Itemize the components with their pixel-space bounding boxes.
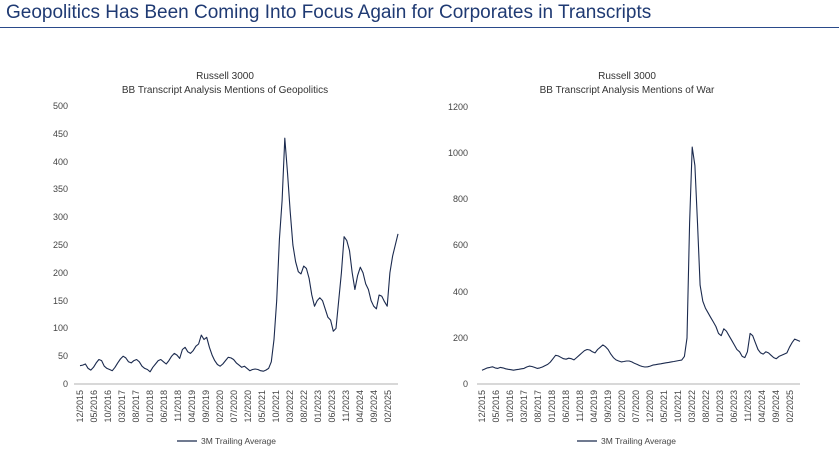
x-tick-label: 12/2020 xyxy=(645,390,655,423)
y-tick-labels: 0 200 400 600 800 1000 1200 xyxy=(448,102,468,389)
x-tick-label: 08/2017 xyxy=(131,390,141,423)
page-title: Geopolitics Has Been Coming Into Focus A… xyxy=(6,2,652,23)
x-tick-label: 07/2020 xyxy=(229,390,239,423)
x-tick-label: 09/2019 xyxy=(201,390,211,423)
x-tick-label: 05/2021 xyxy=(257,390,267,423)
x-tick-label: 01/2018 xyxy=(145,390,155,423)
x-tick-label: 09/2019 xyxy=(603,390,613,423)
y-tick-label: 350 xyxy=(53,184,68,194)
y-tick-label: 0 xyxy=(463,379,468,389)
legend-label: 3M Trailing Average xyxy=(201,436,276,446)
x-tick-label: 01/2018 xyxy=(547,390,557,423)
x-tick-label: 06/2018 xyxy=(159,390,169,423)
x-tick-label: 05/2016 xyxy=(89,390,99,423)
x-tick-label: 11/2018 xyxy=(575,390,585,422)
y-tick-label: 1000 xyxy=(448,148,468,158)
title-divider xyxy=(0,27,839,28)
x-tick-label: 05/2016 xyxy=(491,390,501,423)
y-tick-label: 400 xyxy=(53,157,68,167)
chart-subtitle: BB Transcript Analysis Mentions of Geopo… xyxy=(122,85,328,96)
x-tick-label: 12/2015 xyxy=(477,390,487,423)
x-tick-label: 02/2025 xyxy=(383,390,393,423)
chart-title: Russell 3000 xyxy=(598,71,656,82)
y-tick-label: 0 xyxy=(63,379,68,389)
y-tick-label: 500 xyxy=(53,101,68,111)
x-tick-label: 03/2022 xyxy=(687,390,697,423)
x-tick-label: 08/2022 xyxy=(701,390,711,423)
x-tick-label: 06/2023 xyxy=(729,390,739,423)
y-tick-labels: 0 50 100 150 200 250 300 350 400 450 500 xyxy=(53,101,68,389)
series-line-war xyxy=(481,146,801,371)
y-tick-label: 600 xyxy=(453,240,468,250)
x-tick-label: 05/2021 xyxy=(659,390,669,423)
legend: 3M Trailing Average xyxy=(577,436,676,446)
y-tick-label: 250 xyxy=(53,240,68,250)
x-tick-label: 10/2016 xyxy=(103,390,113,423)
x-tick-label: 02/2020 xyxy=(617,390,627,423)
y-tick-label: 1200 xyxy=(448,102,468,112)
x-tick-label: 10/2021 xyxy=(673,390,683,423)
x-tick-label: 04/2019 xyxy=(589,390,599,423)
x-tick-label: 04/2024 xyxy=(355,390,365,423)
y-tick-label: 200 xyxy=(453,333,468,343)
chart-subtitle: BB Transcript Analysis Mentions of War xyxy=(540,85,715,96)
x-tick-label: 10/2021 xyxy=(271,390,281,423)
y-tick-label: 50 xyxy=(58,351,68,361)
x-tick-label: 11/2023 xyxy=(341,390,351,422)
x-tick-label: 03/2017 xyxy=(117,390,127,423)
x-tick-labels: 12/2015 05/2016 10/2016 03/2017 08/2017 … xyxy=(75,390,393,423)
x-tick-label: 01/2023 xyxy=(313,390,323,423)
x-tick-label: 04/2024 xyxy=(757,390,767,423)
chart-title: Russell 3000 xyxy=(196,71,254,82)
x-tick-label: 09/2024 xyxy=(369,390,379,423)
y-tick-label: 100 xyxy=(53,323,68,333)
x-tick-label: 02/2025 xyxy=(785,390,795,423)
legend: 3M Trailing Average xyxy=(177,436,276,446)
x-tick-label: 02/2020 xyxy=(215,390,225,423)
x-tick-label: 03/2017 xyxy=(519,390,529,423)
x-tick-label: 06/2018 xyxy=(561,390,571,423)
x-tick-label: 08/2022 xyxy=(299,390,309,423)
x-tick-label: 03/2022 xyxy=(285,390,295,423)
y-tick-label: 200 xyxy=(53,268,68,278)
x-tick-label: 10/2016 xyxy=(505,390,515,423)
x-tick-label: 08/2017 xyxy=(533,390,543,423)
y-tick-label: 300 xyxy=(53,212,68,222)
x-tick-label: 09/2024 xyxy=(771,390,781,423)
x-tick-label: 01/2023 xyxy=(715,390,725,423)
legend-label: 3M Trailing Average xyxy=(601,436,676,446)
x-tick-label: 12/2020 xyxy=(243,390,253,423)
x-tick-label: 11/2018 xyxy=(173,390,183,422)
x-tick-label: 12/2015 xyxy=(75,390,85,423)
y-tick-label: 150 xyxy=(53,296,68,306)
y-tick-label: 800 xyxy=(453,194,468,204)
x-tick-label: 04/2019 xyxy=(187,390,197,423)
x-tick-labels: 12/2015 05/2016 10/2016 03/2017 08/2017 … xyxy=(477,390,795,423)
x-tick-label: 06/2023 xyxy=(327,390,337,423)
y-tick-label: 450 xyxy=(53,129,68,139)
y-tick-label: 400 xyxy=(453,287,468,297)
x-tick-label: 11/2023 xyxy=(743,390,753,422)
series-line-geopolitics xyxy=(79,137,399,373)
x-tick-label: 07/2020 xyxy=(631,390,641,423)
